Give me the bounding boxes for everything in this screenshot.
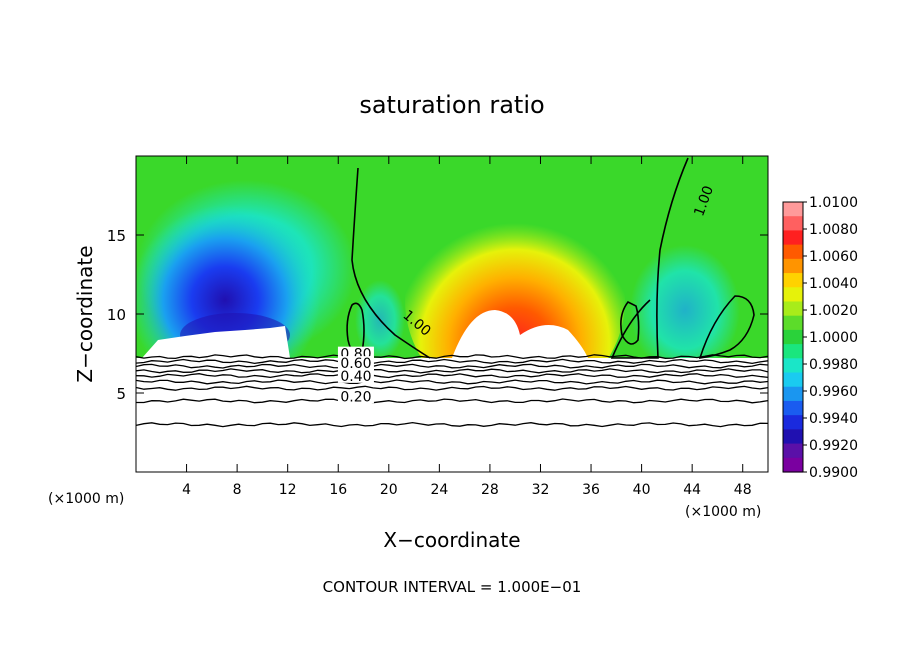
x-tick-label: 48 [734, 482, 752, 498]
colorbar-label: 1.0040 [809, 276, 858, 292]
colorbar-label: 1.0020 [809, 303, 858, 319]
contour-label: 0.60 [340, 356, 371, 372]
x-axis-label: X−coordinate [383, 528, 520, 552]
lower-contour-line [136, 379, 768, 385]
colorbar: 1.0100 1.0080 1.0060 1.0040 1.0020 1.0000 0.99… [782, 195, 858, 481]
lower-contour-line [136, 354, 768, 360]
contour-loop-2 [620, 300, 640, 345]
lower-contour-line [136, 373, 768, 379]
contour-label-bg [337, 389, 374, 404]
x-tick-label: 16 [329, 482, 347, 498]
colorbar-swatch [783, 244, 803, 260]
lower-contour-line [136, 398, 768, 404]
colorbar-label: 0.9980 [809, 357, 858, 373]
x-tick-label: 8 [233, 482, 242, 498]
colorbar-swatch [783, 287, 803, 303]
colorbar-label: 0.9920 [809, 438, 858, 454]
contour-label: 0.40 [340, 369, 371, 385]
y-tick-label: 5 [116, 385, 126, 403]
colorbar-swatch [783, 386, 803, 402]
x-tick-label: 44 [683, 482, 701, 498]
x-unit-right: (×1000 m) [685, 504, 761, 520]
x-tick-label: 36 [582, 482, 600, 498]
x-tick-label: 28 [481, 482, 499, 498]
lower-contour-lines [136, 354, 768, 428]
contour-loop-3 [698, 295, 755, 359]
x-tick-label: 4 [182, 482, 191, 498]
lower-contour-line [136, 385, 768, 391]
colorbar-label: 1.0080 [809, 222, 858, 238]
colorbar-label: 1.0100 [809, 195, 858, 211]
colorbar-label: 1.0060 [809, 249, 858, 265]
colorbar-swatch [783, 457, 803, 473]
y-axis-ticks: 5 10 15 [107, 227, 768, 403]
colorbar-swatch [783, 400, 803, 416]
plot-area: 1.001.000.800.600.400.20 [136, 156, 768, 472]
left-blank-region [142, 326, 290, 358]
colorbar-swatch [783, 329, 803, 345]
x-tick-label: 40 [633, 482, 651, 498]
x-axis-ticks: 4 8 12 16 20 24 28 32 36 40 44 48 [182, 156, 752, 498]
colorbar-label: 0.9940 [809, 411, 858, 427]
lower-contour-line [136, 368, 768, 374]
chart-title: saturation ratio [359, 91, 544, 119]
contour-label: 0.20 [340, 389, 371, 405]
colorbar-swatch [783, 443, 803, 459]
lower-contour-line [136, 363, 768, 369]
colorbar-swatch [783, 415, 803, 430]
x-unit-left: (×1000 m) [48, 491, 124, 507]
colorbar-swatch [783, 230, 803, 246]
contour-label-bg [337, 368, 374, 383]
colorbar-swatch [783, 358, 803, 374]
colorbar-label: 0.9960 [809, 384, 858, 400]
y-axis-label: Z−coordinate [73, 245, 97, 382]
lower-contour-line [136, 358, 768, 365]
colorbar-label: 1.0000 [809, 330, 858, 346]
x-tick-label: 20 [380, 482, 398, 498]
central-blank-region [452, 310, 588, 358]
x-tick-label: 12 [279, 482, 297, 498]
colorbar-swatch [783, 429, 803, 445]
colorbar-swatch [783, 202, 803, 217]
y-tick-label: 15 [107, 227, 126, 245]
contour-interval-note: CONTOUR INTERVAL = 1.000E−01 [323, 578, 582, 596]
lower-contour-line [136, 421, 768, 428]
colorbar-swatch [783, 344, 803, 359]
contour-1-00-left [351, 167, 431, 359]
contour-label-bg [337, 356, 374, 371]
y-tick-label: 10 [107, 306, 126, 324]
colorbar-swatch [783, 301, 803, 317]
x-tick-label: 24 [430, 482, 448, 498]
colorbar-swatch [783, 315, 803, 331]
colorbar-swatch [783, 372, 803, 388]
colorbar-swatch [783, 258, 803, 274]
colorbar-swatch [783, 273, 803, 288]
x-tick-label: 32 [532, 482, 550, 498]
contour-1-00-right [610, 157, 689, 359]
colorbar-swatch [783, 216, 803, 232]
colorbar-label: 0.9900 [809, 465, 858, 481]
